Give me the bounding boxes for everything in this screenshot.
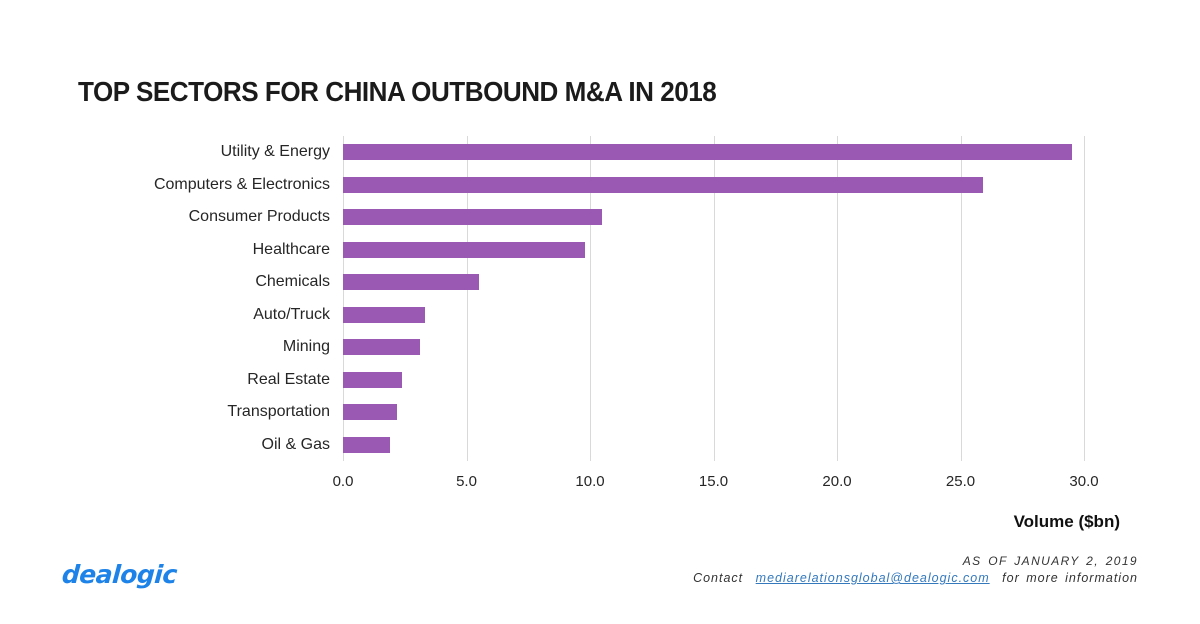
category-label: Real Estate xyxy=(247,370,330,388)
gridline xyxy=(466,136,468,461)
category-label: Transportation xyxy=(227,403,330,420)
x-tick-label: 15.0 xyxy=(698,473,729,490)
chart-bar xyxy=(343,371,403,388)
gridline xyxy=(713,136,715,461)
x-tick-label: 0.0 xyxy=(332,473,354,490)
chart-bar xyxy=(343,306,425,323)
category-label: Oil & Gas xyxy=(261,435,330,453)
chart-bar xyxy=(343,144,1072,161)
x-tick-label: 10.0 xyxy=(575,473,605,490)
gridline xyxy=(837,136,838,461)
chart-bar xyxy=(343,176,983,193)
category-label: Consumer Products xyxy=(188,208,330,225)
contact-line: Contact mediarelationsglobal@dealogic.co… xyxy=(693,571,1138,585)
category-label: Computers & Electronics xyxy=(153,175,330,193)
gridline xyxy=(590,136,591,461)
dealogic-logo: dealogic xyxy=(60,560,178,589)
x-axis-title: Volume ($bn) xyxy=(1013,512,1120,531)
category-label: Chemicals xyxy=(255,273,330,290)
gridline xyxy=(1084,136,1085,461)
x-tick-label: 25.0 xyxy=(945,473,976,490)
contact-email-link[interactable]: mediarelationsglobal@dealogic.com xyxy=(755,571,990,585)
chart-bar xyxy=(343,436,390,453)
x-axis-ticks: 0.0 5.0 10.0 15.0 20.0 25.0 30.0 xyxy=(333,473,1099,495)
gridline xyxy=(343,136,344,461)
gridline xyxy=(960,136,962,461)
as-of-date: AS OF JANUARY 2, 2019 xyxy=(962,554,1138,568)
category-label: Healthcare xyxy=(252,240,330,258)
plot-area xyxy=(343,136,1085,461)
chart-bar xyxy=(343,241,586,258)
chart-title: TOP SECTORS FOR CHINA OUTBOUND M&A IN 20… xyxy=(78,76,717,107)
chart-bar xyxy=(343,209,603,226)
x-tick-label: 20.0 xyxy=(822,473,852,490)
chart-bar xyxy=(343,404,398,421)
category-label: Mining xyxy=(282,338,330,355)
footer-note: AS OF JANUARY 2, 2019 Contact mediarelat… xyxy=(693,554,1138,585)
category-axis: Utility & Energy Computers & Electronics C… xyxy=(0,136,330,461)
x-tick-label: 30.0 xyxy=(1069,473,1099,490)
x-tick-label: 5.0 xyxy=(456,473,477,490)
chart-bar xyxy=(343,339,420,356)
category-label: Auto/Truck xyxy=(253,305,330,323)
contact-suffix: for more information xyxy=(1002,571,1138,585)
category-label: Utility & Energy xyxy=(220,143,330,160)
contact-prefix: Contact xyxy=(693,571,744,585)
chart-bar xyxy=(343,274,479,291)
